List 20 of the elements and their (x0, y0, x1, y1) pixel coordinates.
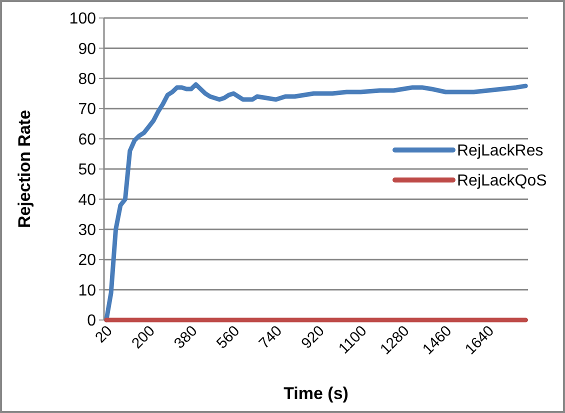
y-tick-label: 70 (78, 101, 96, 118)
legend-label: RejLackQoS (457, 172, 547, 190)
y-tick-label: 100 (69, 10, 96, 28)
y-tick-label: 50 (78, 162, 96, 179)
legend-label: RejLackRes (457, 142, 544, 160)
x-axis-title: Time (s) (284, 384, 348, 403)
x-tick-label: 200 (128, 322, 158, 352)
x-tick-label: 560 (213, 322, 244, 352)
y-tick-label: 0 (87, 312, 96, 330)
y-tick-label: 10 (78, 282, 96, 300)
y-tick-label: 90 (78, 40, 96, 58)
y-tick-label: 40 (78, 192, 96, 209)
x-tick-label: 380 (170, 322, 201, 352)
y-tick-label: 60 (78, 131, 96, 148)
x-tick-label: 920 (298, 322, 328, 352)
y-tick-label: 80 (78, 71, 96, 88)
y-axis-title: Rejection Rate (15, 110, 34, 228)
y-tick-label: 30 (78, 222, 96, 239)
x-tick-label: 740 (256, 322, 286, 352)
y-tick-label: 20 (78, 252, 96, 270)
